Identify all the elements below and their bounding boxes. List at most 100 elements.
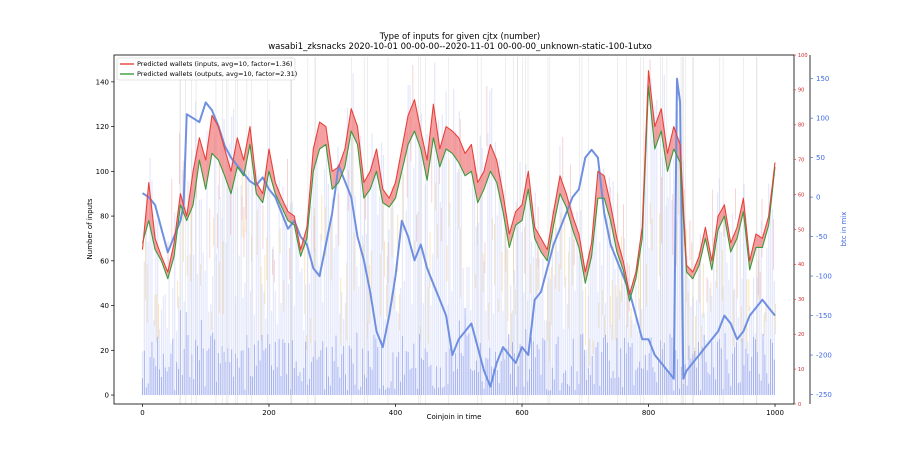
vertical-guidelines bbox=[179, 57, 758, 404]
band-segment bbox=[559, 175, 567, 208]
band-segment bbox=[325, 126, 333, 190]
right-tick-label: -200 bbox=[816, 352, 832, 360]
right-tick-label: -150 bbox=[816, 312, 832, 320]
red-tick-label: 30 bbox=[798, 297, 804, 303]
band-segment bbox=[193, 137, 200, 205]
band-segment bbox=[414, 99, 421, 149]
legend: Predicted wallets (inputs, avg=10, facto… bbox=[116, 57, 297, 81]
y-axis-ticks: 0 20 40 60 80 100 120 140 bbox=[96, 78, 114, 400]
outputs-line bbox=[141, 85, 776, 302]
right-tick-label: 100 bbox=[816, 115, 829, 123]
red-tick-label: 20 bbox=[798, 332, 804, 338]
red-tick-label: 50 bbox=[798, 227, 804, 233]
band-segment bbox=[762, 216, 769, 248]
band-segment bbox=[667, 126, 674, 172]
band-segment bbox=[484, 144, 491, 190]
band-segment bbox=[686, 265, 693, 279]
band-segment bbox=[363, 171, 371, 199]
y-tick-label: 140 bbox=[96, 78, 109, 86]
band-segment bbox=[730, 227, 738, 252]
band-segment bbox=[420, 131, 428, 181]
x-tick-label: 800 bbox=[642, 409, 655, 417]
band-segment bbox=[616, 238, 624, 270]
band-segment bbox=[661, 108, 668, 172]
band-segment bbox=[382, 189, 390, 208]
right-tick-label: 150 bbox=[816, 75, 829, 83]
band-segment bbox=[692, 256, 700, 279]
y-tick-label: 60 bbox=[100, 257, 109, 265]
legend-inputs-label: Predicted wallets (inputs, avg=10, facto… bbox=[137, 60, 293, 68]
y-tick-label: 80 bbox=[100, 213, 109, 221]
right-axis-label: btc in mix bbox=[840, 212, 848, 247]
band-segment bbox=[534, 227, 541, 252]
red-tick-label: 60 bbox=[798, 192, 804, 198]
x-axis-label: Coinjoin in time bbox=[427, 413, 482, 421]
band-segment bbox=[205, 115, 213, 190]
right-tick-label: -250 bbox=[816, 391, 832, 399]
band-segment bbox=[737, 198, 744, 239]
x-tick-label: 0 bbox=[140, 409, 144, 417]
band-segment bbox=[351, 108, 358, 145]
band-segment bbox=[572, 216, 579, 248]
band-segment bbox=[509, 211, 516, 248]
y-tick-label: 100 bbox=[96, 168, 109, 176]
band-segment bbox=[281, 198, 288, 221]
band-segment bbox=[477, 171, 485, 203]
y-axis-label: Number of inputs bbox=[86, 198, 94, 259]
red-tick-label: 90 bbox=[798, 88, 804, 94]
band-segment bbox=[275, 182, 282, 208]
band-segment bbox=[458, 137, 466, 176]
band-segment bbox=[401, 115, 409, 172]
band-segment bbox=[395, 148, 402, 199]
band-segment bbox=[243, 126, 250, 176]
band-segment bbox=[199, 137, 206, 190]
band-segment bbox=[344, 108, 352, 167]
band-segment bbox=[212, 115, 219, 161]
y-tick-label: 40 bbox=[100, 302, 109, 310]
x-tick-label: 600 bbox=[515, 409, 528, 417]
band-segment bbox=[496, 160, 504, 212]
band-segment bbox=[224, 148, 232, 194]
red-tick-label: 70 bbox=[798, 158, 804, 164]
legend-outputs-label: Predicted wallets (outputs, avg=10, fact… bbox=[137, 70, 297, 78]
y-tick-label: 120 bbox=[96, 123, 109, 131]
band-segment bbox=[256, 182, 263, 203]
chart-title: Type of inputs for given cjtx (number) bbox=[379, 32, 541, 42]
band-segment bbox=[313, 122, 320, 172]
btc-in-mix-line bbox=[141, 77, 776, 388]
band-segment bbox=[446, 126, 453, 154]
band-segment bbox=[553, 175, 560, 226]
inputs-line bbox=[141, 70, 776, 295]
right-tick-label: 50 bbox=[816, 154, 825, 162]
right-axis-ticks: -250 -200 -150 -100 -50 0 50 100 150 bbox=[810, 75, 832, 399]
band-segment bbox=[465, 144, 472, 176]
x-tick-label: 200 bbox=[262, 409, 275, 417]
red-tick-label: 10 bbox=[798, 367, 804, 373]
red-tick-label: 0 bbox=[798, 402, 801, 408]
band-segment bbox=[319, 122, 326, 149]
band-segment bbox=[585, 242, 592, 284]
band-segment bbox=[433, 104, 440, 167]
band-segment bbox=[566, 193, 573, 230]
x-tick-label: 400 bbox=[389, 409, 402, 417]
band-segment bbox=[471, 144, 478, 203]
right-tick-label: 0 bbox=[816, 194, 820, 202]
x-axis-ticks: 0 200 400 600 800 1000 bbox=[140, 404, 784, 417]
x-tick-label: 1000 bbox=[766, 409, 784, 417]
red-tick-label: 80 bbox=[798, 123, 804, 129]
right-tick-label: -100 bbox=[816, 273, 832, 281]
red-tick-label: 40 bbox=[798, 262, 804, 268]
band-segment bbox=[427, 104, 434, 181]
y-tick-label: 20 bbox=[100, 347, 109, 355]
band-segment bbox=[522, 171, 529, 221]
band-segment bbox=[370, 148, 377, 190]
band-segment bbox=[540, 238, 548, 261]
band-segment bbox=[389, 182, 396, 208]
band-segment bbox=[452, 131, 459, 163]
band-segment bbox=[654, 108, 662, 149]
band-segment bbox=[231, 137, 238, 194]
right-tick-label: -50 bbox=[816, 233, 827, 241]
band-segment bbox=[610, 204, 617, 252]
y-tick-label: 0 bbox=[105, 392, 109, 400]
